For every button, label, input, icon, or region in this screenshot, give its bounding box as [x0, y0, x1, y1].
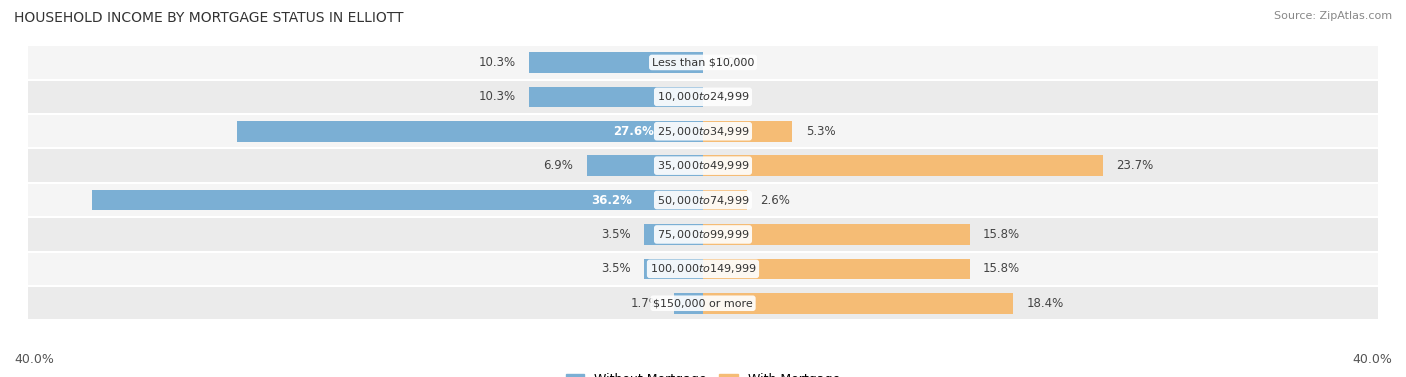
Text: 2.6%: 2.6% — [761, 193, 790, 207]
Bar — [93, 190, 703, 210]
Text: 23.7%: 23.7% — [1116, 159, 1153, 172]
Text: $75,000 to $99,999: $75,000 to $99,999 — [657, 228, 749, 241]
Bar — [586, 155, 703, 176]
Bar — [703, 155, 1102, 176]
Bar — [28, 80, 1378, 114]
Bar — [644, 224, 703, 245]
Text: Less than $10,000: Less than $10,000 — [652, 57, 754, 67]
Bar — [703, 121, 793, 142]
Text: $25,000 to $34,999: $25,000 to $34,999 — [657, 125, 749, 138]
Bar — [28, 45, 1378, 80]
Text: $35,000 to $49,999: $35,000 to $49,999 — [657, 159, 749, 172]
Bar — [703, 259, 970, 279]
Text: 40.0%: 40.0% — [14, 353, 53, 366]
Text: $10,000 to $24,999: $10,000 to $24,999 — [657, 90, 749, 103]
Text: 10.3%: 10.3% — [478, 56, 516, 69]
Text: 40.0%: 40.0% — [1353, 353, 1392, 366]
Text: 3.5%: 3.5% — [600, 228, 630, 241]
Bar — [529, 87, 703, 107]
Text: $100,000 to $149,999: $100,000 to $149,999 — [650, 262, 756, 275]
Text: 36.2%: 36.2% — [591, 193, 631, 207]
Bar — [28, 149, 1378, 183]
Bar — [28, 252, 1378, 286]
Bar — [703, 293, 1014, 314]
Text: 6.9%: 6.9% — [543, 159, 574, 172]
Bar — [675, 293, 703, 314]
Text: 0.0%: 0.0% — [717, 90, 747, 103]
Text: 27.6%: 27.6% — [613, 125, 654, 138]
Bar — [644, 259, 703, 279]
Text: Source: ZipAtlas.com: Source: ZipAtlas.com — [1274, 11, 1392, 21]
Text: 10.3%: 10.3% — [478, 90, 516, 103]
Text: 1.7%: 1.7% — [631, 297, 661, 310]
Bar — [529, 52, 703, 73]
Text: 0.0%: 0.0% — [717, 56, 747, 69]
Bar — [28, 286, 1378, 320]
Bar — [28, 183, 1378, 217]
Text: $50,000 to $74,999: $50,000 to $74,999 — [657, 193, 749, 207]
Bar — [28, 217, 1378, 252]
Bar — [703, 190, 747, 210]
Text: $150,000 or more: $150,000 or more — [654, 298, 752, 308]
Text: 18.4%: 18.4% — [1026, 297, 1064, 310]
Text: 5.3%: 5.3% — [806, 125, 835, 138]
Text: 15.8%: 15.8% — [983, 228, 1021, 241]
Text: 15.8%: 15.8% — [983, 262, 1021, 275]
Text: 3.5%: 3.5% — [600, 262, 630, 275]
Legend: Without Mortgage, With Mortgage: Without Mortgage, With Mortgage — [561, 368, 845, 377]
Bar — [703, 224, 970, 245]
Bar — [28, 114, 1378, 149]
Text: HOUSEHOLD INCOME BY MORTGAGE STATUS IN ELLIOTT: HOUSEHOLD INCOME BY MORTGAGE STATUS IN E… — [14, 11, 404, 25]
Bar — [238, 121, 703, 142]
